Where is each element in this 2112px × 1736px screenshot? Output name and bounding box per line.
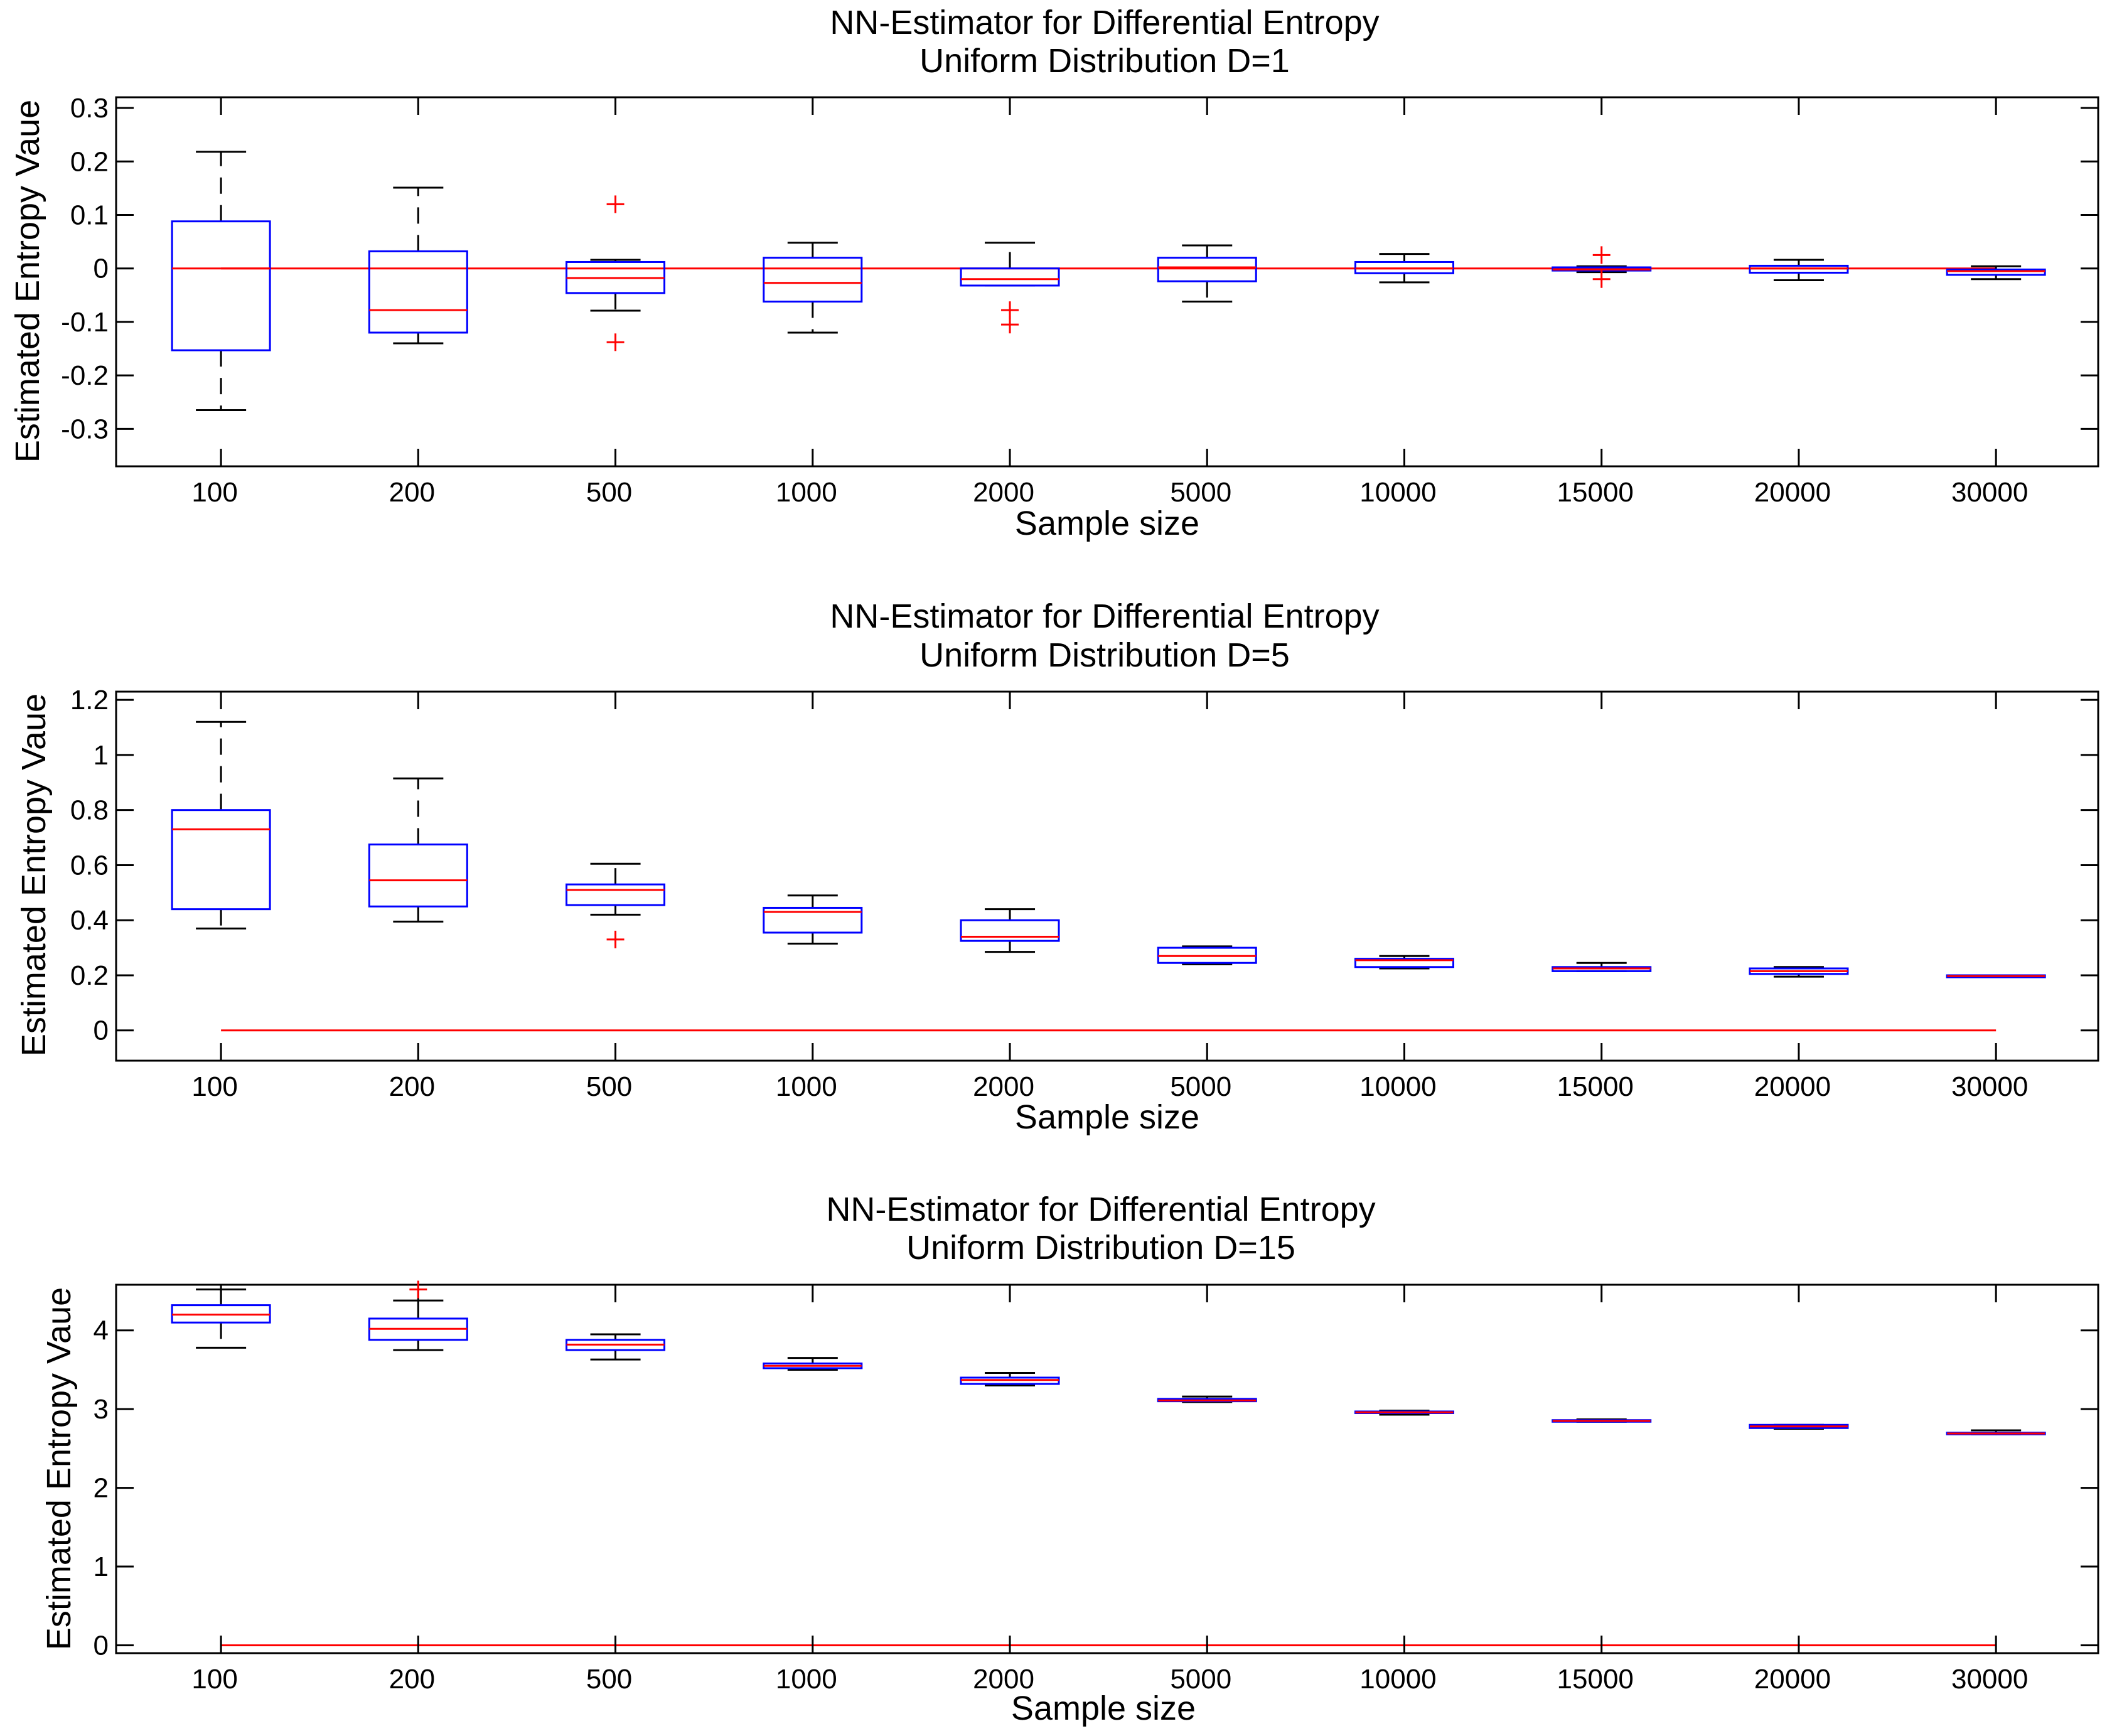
panel-d5-ylabel: Estimated Entropy Vaue <box>15 694 53 1056</box>
panel-d1-plot: -0.3 -0.2 -0.1 0 0.1 0.2 0.3 100 200 500 1000 2000 5… <box>61 93 2099 508</box>
box <box>368 844 468 908</box>
box <box>763 906 863 934</box>
box <box>171 809 271 911</box>
axes-frame <box>115 690 2099 1062</box>
x-tick-label: 20000 <box>1754 477 1831 508</box>
y-tick-label: -0.2 <box>61 360 109 391</box>
panel-d5-subtitle: Uniform Distribution D=5 <box>919 636 1290 674</box>
x-tick-label: 500 <box>586 1071 632 1102</box>
axes-frame <box>115 96 2099 468</box>
y-tick-label: 0 <box>94 254 109 284</box>
x-tick-label: 20000 <box>1754 1664 1831 1695</box>
outlier-marker <box>1592 270 1611 288</box>
panel-d5-plot: 0 0.2 0.4 0.6 0.8 1 1.2 100 200 500 1000 2000 5000 10… <box>70 685 2099 1102</box>
x-tick-label: 100 <box>191 1664 237 1695</box>
panel-d15-ylabel: Estimated Entropy Vaue <box>40 1287 78 1650</box>
x-tick-label: 1000 <box>776 477 837 508</box>
panel-d1-xlabel: Sample size <box>1015 505 1199 542</box>
y-tick-label: 0.2 <box>70 960 109 991</box>
box <box>171 220 271 351</box>
outlier-marker <box>606 333 624 351</box>
x-tick-label: 1000 <box>776 1071 837 1102</box>
box <box>1157 257 1257 282</box>
box <box>1354 958 1454 968</box>
y-tick-label: 0 <box>94 1630 109 1661</box>
x-tick-label: 10000 <box>1359 1664 1436 1695</box>
x-tick-label: 10000 <box>1359 1071 1436 1102</box>
y-tick-label: 1.2 <box>70 685 109 715</box>
panel-d1-subtitle: Uniform Distribution D=1 <box>919 42 1290 80</box>
x-tick-label: 15000 <box>1557 477 1634 508</box>
axes-frame <box>115 1283 2099 1654</box>
x-tick-label: 5000 <box>1170 1664 1231 1695</box>
box <box>763 257 863 303</box>
x-tick-label: 100 <box>191 1071 237 1102</box>
panel-d1: NN-Estimator for Differential Entropy Un… <box>9 4 2099 542</box>
y-tick-label: 0.2 <box>70 146 109 177</box>
y-tick-label: -0.3 <box>61 414 109 444</box>
x-tick-label: 15000 <box>1557 1664 1634 1695</box>
x-tick-label: 200 <box>389 1664 435 1695</box>
y-tick-label: 0.8 <box>70 795 109 826</box>
y-tick-label: 0.3 <box>70 93 109 124</box>
x-tick-label: 200 <box>389 1071 435 1102</box>
y-tick-label: 0.6 <box>70 850 109 881</box>
y-tick-label: -0.1 <box>61 307 109 338</box>
panel-d15-xlabel: Sample size <box>1011 1690 1196 1727</box>
x-tick-label: 200 <box>389 477 435 508</box>
box <box>368 250 468 334</box>
outlier-marker <box>606 195 624 213</box>
panel-d1-title: NN-Estimator for Differential Entropy <box>830 4 1379 41</box>
x-tick-label: 30000 <box>1951 477 2028 508</box>
x-tick-label: 500 <box>586 1664 632 1695</box>
outlier-marker <box>1001 316 1019 334</box>
x-tick-label: 30000 <box>1951 1071 2028 1102</box>
y-tick-label: 0 <box>94 1015 109 1046</box>
box <box>1946 268 2046 276</box>
x-tick-label: 100 <box>191 477 237 508</box>
panel-d15-subtitle: Uniform Distribution D=15 <box>906 1229 1295 1267</box>
y-tick-label: 0.1 <box>70 200 109 230</box>
x-tick-label: 2000 <box>973 477 1034 508</box>
panel-d1-ylabel: Estimated Entropy Vaue <box>9 100 46 463</box>
x-tick-label: 5000 <box>1170 477 1231 508</box>
x-tick-label: 2000 <box>973 1071 1034 1102</box>
panel-d15-plot: 0 1 2 3 4 100 200 500 1000 2000 5000 10000 15000 2000… <box>94 1280 2099 1695</box>
x-tick-label: 5000 <box>1170 1071 1231 1102</box>
panel-d5-title: NN-Estimator for Differential Entropy <box>830 597 1379 635</box>
x-tick-label: 1000 <box>776 1664 837 1695</box>
y-tick-label: 1 <box>94 740 109 771</box>
x-tick-label: 10000 <box>1359 477 1436 508</box>
outlier-marker <box>409 1280 427 1299</box>
x-tick-label: 500 <box>586 477 632 508</box>
box <box>566 883 666 906</box>
y-tick-label: 0.4 <box>70 905 109 936</box>
outlier-marker <box>1592 246 1611 264</box>
box <box>960 919 1060 942</box>
panel-d15-title: NN-Estimator for Differential Entropy <box>826 1191 1375 1228</box>
y-tick-label: 1 <box>94 1551 109 1582</box>
panel-d5: NN-Estimator for Differential Entropy Un… <box>15 597 2099 1136</box>
y-tick-label: 4 <box>94 1315 109 1346</box>
x-tick-label: 2000 <box>973 1664 1034 1695</box>
y-tick-label: 2 <box>94 1473 109 1504</box>
box <box>960 267 1060 287</box>
x-tick-label: 15000 <box>1557 1071 1634 1102</box>
panel-d5-xlabel: Sample size <box>1015 1098 1199 1136</box>
panel-d15: NN-Estimator for Differential Entropy Un… <box>40 1191 2099 1727</box>
outlier-marker <box>606 930 624 948</box>
x-tick-label: 30000 <box>1951 1664 2028 1695</box>
y-tick-label: 3 <box>94 1394 109 1425</box>
x-tick-label: 20000 <box>1754 1071 1831 1102</box>
